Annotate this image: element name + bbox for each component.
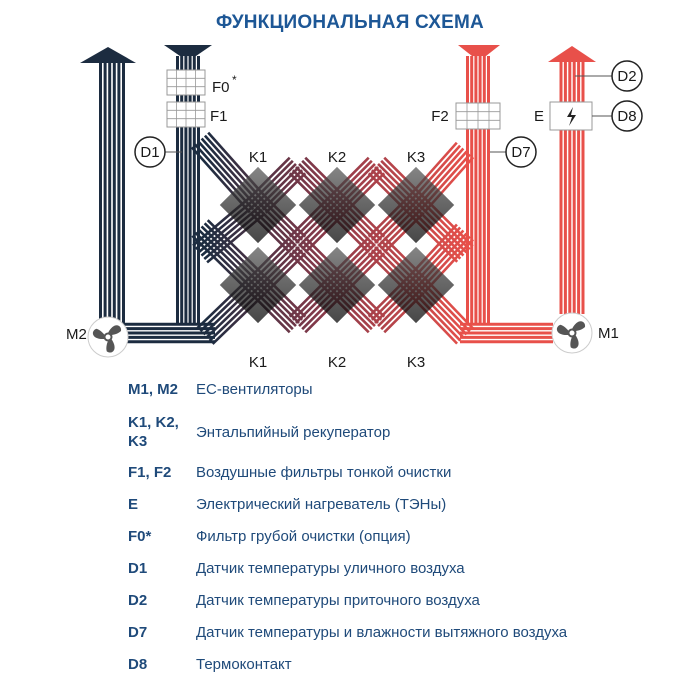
sensor-d8: D8 <box>611 100 643 132</box>
legend-code: D1 <box>128 560 148 577</box>
fan-icon <box>92 325 122 353</box>
filter-f1 <box>166 101 206 128</box>
lightning-icon <box>567 107 576 126</box>
fan-blade <box>570 335 579 349</box>
sensor-d2: D2 <box>611 60 643 92</box>
outdoor-in-funnel-icon <box>164 45 212 56</box>
recuperator-block <box>219 166 297 244</box>
recuperator-block <box>298 166 376 244</box>
sensor-d1: D1 <box>134 136 166 168</box>
recuperator-blocks <box>219 166 455 324</box>
label-f0-star: * <box>232 73 237 87</box>
legend-description: Датчик температуры приточного воздуха <box>196 592 480 609</box>
legend-description: ЕС-вентиляторы <box>196 381 313 398</box>
legend-item: D7 Датчик температуры и влажности вытяжно… <box>128 623 688 642</box>
legend-description: Термоконтакт <box>196 656 292 673</box>
fan-blade <box>556 324 569 336</box>
legend-description: Электрический нагреватель (ТЭНы) <box>196 496 447 513</box>
legend-item: D8 Термоконтакт <box>128 655 688 674</box>
fan-m1 <box>551 312 593 354</box>
legend-code: M1, M2 <box>128 381 179 398</box>
legend-item: E Электрический нагреватель (ТЭНы) <box>128 495 688 514</box>
label-f1: F1 <box>210 108 228 125</box>
recuperator-block <box>377 166 455 244</box>
label-e: E <box>534 108 544 125</box>
legend-code: K1, K2, K3 <box>128 414 179 450</box>
legend-item: F1, F2 Воздушные фильтры тонкой очистки <box>128 463 688 482</box>
supply-out-arrow-icon <box>548 46 596 62</box>
legend-description: Энтальпийный рекуператор <box>196 423 391 441</box>
legend-item: K1, K2, K3 Энтальпийный рекуператор <box>128 413 688 451</box>
legend-description: Фильтр грубой очистки (опция) <box>196 528 411 545</box>
label-d2: D2 <box>617 68 636 85</box>
legend-item: M1, M2 ЕС-вентиляторы <box>128 380 688 399</box>
extract-in-funnel-icon <box>458 45 500 56</box>
fan-blade <box>92 328 105 340</box>
label-k1-bottom: K1 <box>249 354 267 371</box>
label-d8: D8 <box>617 108 636 125</box>
legend-code: D2 <box>128 592 148 609</box>
legend-item: F0* Фильтр грубой очистки (опция) <box>128 527 688 546</box>
label-f0: F0 <box>212 79 230 96</box>
label-f2: F2 <box>431 108 449 125</box>
legend-description: Воздушные фильтры тонкой очистки <box>196 464 452 481</box>
label-k2-bottom: K2 <box>328 354 346 371</box>
legend-code: E <box>128 496 139 513</box>
fan-m2 <box>87 316 129 358</box>
legend-item: D1 Датчик температуры уличного воздуха <box>128 559 688 578</box>
functional-diagram: D1 D7 D2 D8 F0 * F1 F2 E M2 M1 K1 K2 K3 … <box>66 45 643 371</box>
legend-item: D2 Датчик температуры приточного воздуха <box>128 591 688 610</box>
label-m2: M2 <box>66 326 87 343</box>
filter-f2 <box>455 102 501 130</box>
sensor-d7: D7 <box>505 136 537 168</box>
legend-code: D8 <box>128 656 148 673</box>
legend: M1, M2 ЕС-вентиляторы K1, K2, K3 Энтальпийн… <box>128 380 688 674</box>
legend-description: Датчик температуры и влажности вытяжного… <box>196 624 568 641</box>
fan-blade <box>108 325 122 335</box>
fan-blade <box>106 339 115 353</box>
exhaust-out-arrow-icon <box>80 47 136 63</box>
label-d7: D7 <box>511 144 530 161</box>
page-title: ФУНКЦИОНАЛЬНАЯ СХЕМА <box>216 12 484 33</box>
label-k2-top: K2 <box>328 149 346 166</box>
label-m1: M1 <box>598 325 619 342</box>
legend-code: F1, F2 <box>128 464 172 481</box>
legend-code: D7 <box>128 624 148 641</box>
fan-blade <box>572 321 586 331</box>
legend-description: Датчик температуры уличного воздуха <box>196 560 465 577</box>
recuperator-block <box>377 246 455 324</box>
label-k3-bottom: K3 <box>407 354 425 371</box>
filter-f0 <box>166 69 206 96</box>
label-k3-top: K3 <box>407 149 425 166</box>
fan-hub <box>103 332 113 342</box>
fan-hub <box>567 328 577 338</box>
legend-code: F0* <box>128 528 152 545</box>
recuperator-block <box>219 246 297 324</box>
fan-icon <box>556 321 586 349</box>
label-k1-top: K1 <box>249 149 267 166</box>
label-d1: D1 <box>140 144 159 161</box>
recuperator-block <box>298 246 376 324</box>
